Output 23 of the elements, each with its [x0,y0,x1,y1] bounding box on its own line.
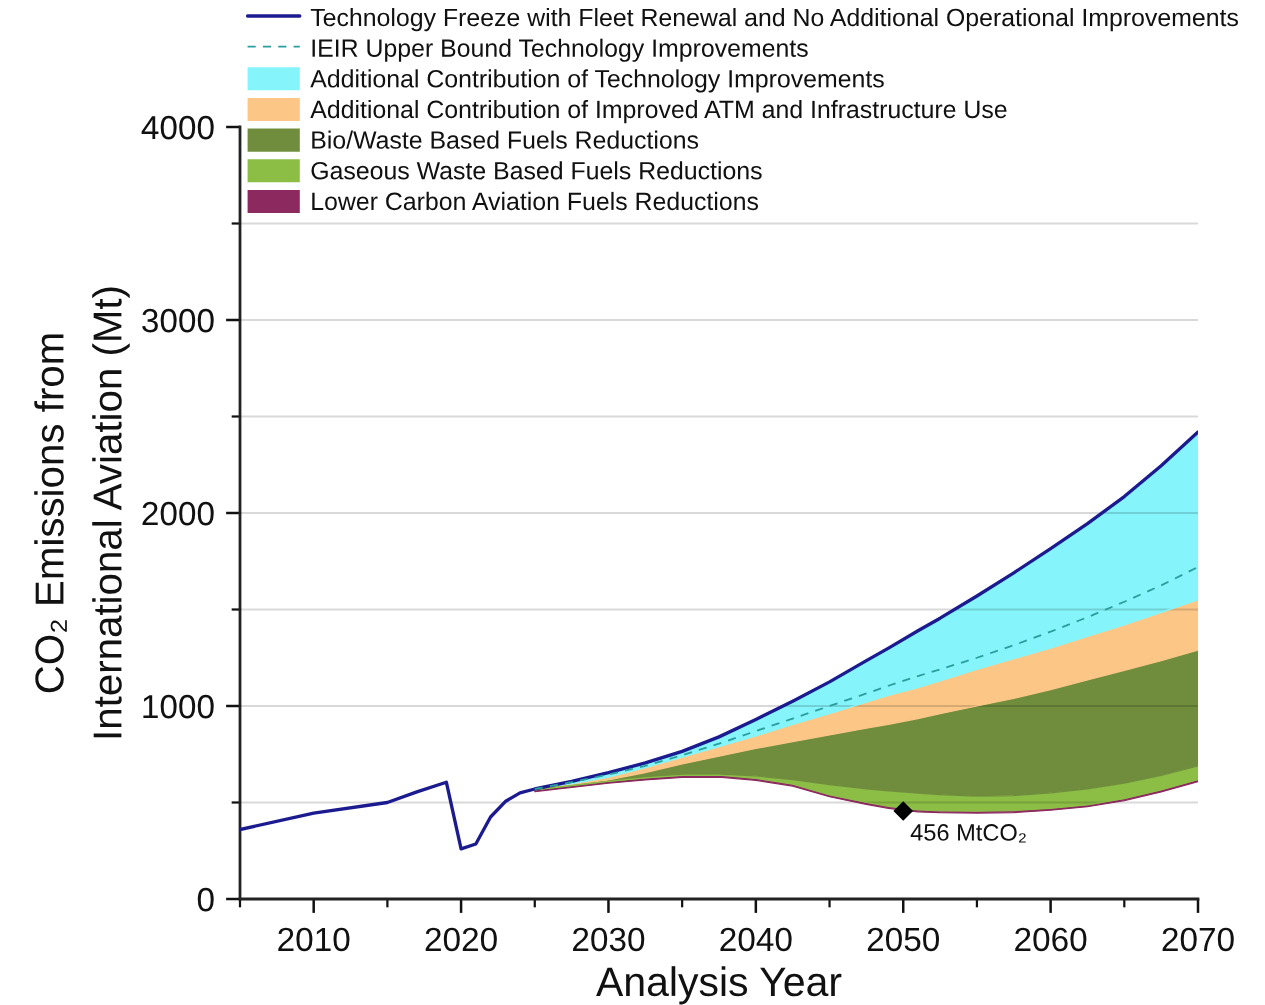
legend-label: Technology Freeze with Fleet Renewal and No Additional Operational Improvements [310,8,1238,32]
y-tick-label: 3000 [142,308,214,333]
x-tick-label: 2030 [573,927,645,952]
x-tick-label: 2020 [425,927,497,952]
y-axis-title: CO₂ Emissions from International Aviation (Mt) [34,287,130,738]
legend-label: Lower Carbon Aviation Fuels Reductions [312,191,759,211]
x-tick-label: 2060 [1015,927,1087,952]
legend-label: Additional Contribution of Technology Improvements [310,69,884,93]
x-tick-label: 2070 [1162,927,1234,952]
x-tick-label: 2050 [867,927,940,952]
x-tick-label: 2010 [278,927,350,952]
legend-label: IEIR Upper Bound Technology Improvements [312,38,808,62]
legend-label: Gaseous Waste Based Fuels Reductions [311,161,762,180]
y-tick-label: 1000 [143,694,214,719]
annotation: 456 MtCO₂ [910,824,1026,843]
legend-label: Bio/Waste Based Fuels Reductions [312,130,699,149]
x-axis-title: Analysis Year [596,966,842,1005]
x-tick-label: 2040 [720,927,792,952]
y-tick-label: 2000 [142,501,214,526]
line-series [240,430,1198,851]
y-tick-label: 4000 [141,115,214,140]
y-tick-label: 0 [197,887,214,912]
legend-label: Additional Contribution of Improved ATM and Infrastructure Use [310,99,1007,124]
